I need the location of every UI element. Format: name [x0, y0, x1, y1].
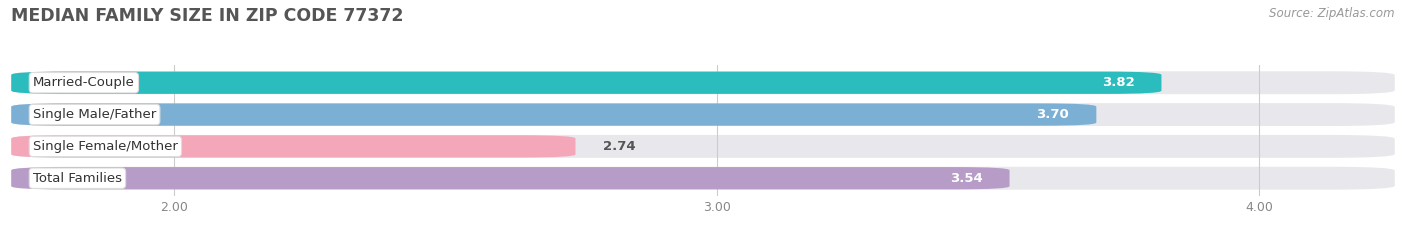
- FancyBboxPatch shape: [11, 167, 1010, 189]
- Text: Married-Couple: Married-Couple: [32, 76, 135, 89]
- FancyBboxPatch shape: [11, 103, 1097, 126]
- Text: 2.74: 2.74: [603, 140, 636, 153]
- FancyBboxPatch shape: [11, 167, 1395, 190]
- Text: Single Male/Father: Single Male/Father: [32, 108, 156, 121]
- Text: 3.54: 3.54: [949, 172, 983, 185]
- FancyBboxPatch shape: [11, 72, 1161, 94]
- FancyBboxPatch shape: [11, 71, 1395, 94]
- FancyBboxPatch shape: [11, 135, 575, 158]
- Text: Single Female/Mother: Single Female/Mother: [32, 140, 177, 153]
- Text: Source: ZipAtlas.com: Source: ZipAtlas.com: [1270, 7, 1395, 20]
- FancyBboxPatch shape: [11, 135, 1395, 158]
- Text: Total Families: Total Families: [32, 172, 122, 185]
- Text: 3.82: 3.82: [1101, 76, 1135, 89]
- FancyBboxPatch shape: [11, 103, 1395, 126]
- Text: 3.70: 3.70: [1036, 108, 1069, 121]
- Text: MEDIAN FAMILY SIZE IN ZIP CODE 77372: MEDIAN FAMILY SIZE IN ZIP CODE 77372: [11, 7, 404, 25]
